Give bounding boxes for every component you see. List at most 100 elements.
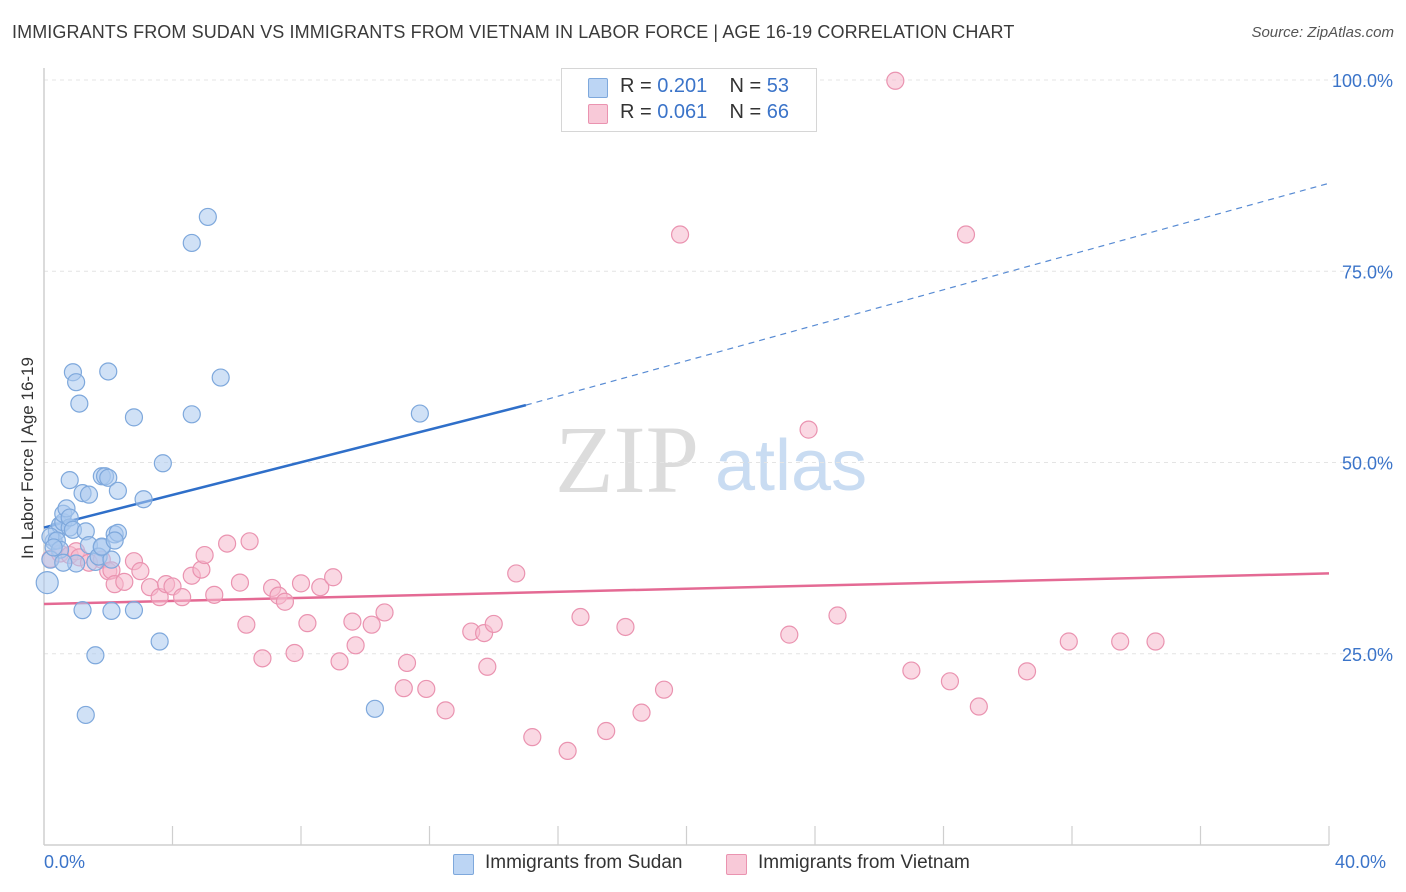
point-vietnam [523,728,542,747]
point-vietnam [285,643,304,663]
x-tick-label-max: 40.0% [1335,852,1387,872]
point-sudan [182,405,201,424]
point-vietnam [780,625,799,644]
point-vietnam [311,578,330,597]
point-vietnam [205,585,224,604]
point-sudan [365,699,384,718]
trend-line-sudan-projection [525,182,1330,406]
point-sudan [102,550,121,569]
point-vietnam [828,606,847,625]
trend-line-sudan [43,403,527,529]
source-label: Source: ZipAtlas.com [1251,24,1394,41]
point-sudan [105,531,124,550]
point-vietnam [397,653,417,673]
watermark-zip: ZIP [555,406,699,513]
point-sudan [79,485,99,504]
point-sudan [54,553,73,572]
point-vietnam [115,572,134,591]
point-vietnam [478,657,497,676]
watermark-atlas: atlas [715,426,867,506]
y-tick-label: 75.0% [1342,262,1393,282]
point-sudan [150,632,169,651]
point-vietnam [394,679,413,698]
point-sudan [124,408,144,427]
r-label: R = [620,75,652,97]
trend-lines [43,182,1330,606]
y-tick-label: 100.0% [1332,71,1393,91]
point-vietnam [632,703,651,722]
point-vietnam [940,672,960,691]
point-vietnam [1146,632,1165,651]
point-vietnam [558,741,577,761]
r-label: R = [620,101,652,123]
point-sudan [67,373,86,392]
y-tick-label: 25.0% [1342,645,1393,665]
legend-label-sudan: Immigrants from Sudan [485,852,683,873]
point-sudan [73,601,92,620]
point-vietnam [275,592,295,611]
y-tick-label: 50.0% [1342,454,1393,474]
point-vietnam [343,612,362,631]
point-vietnam [484,614,503,634]
axes [43,68,1330,846]
point-vietnam [253,649,272,668]
point-vietnam [173,588,192,607]
point-vietnam [240,532,259,551]
point-vietnam [375,603,394,622]
point-vietnam [616,617,635,637]
point-sudan [153,454,172,473]
point-sudan [102,601,121,621]
vietnam-r-value: 0.061 [657,101,708,123]
point-vietnam [654,680,674,699]
point-vietnam [362,615,381,634]
watermark: ZIP atlas [555,406,867,513]
stats-legend: R = 0.201 N = 53 R = 0.061 N = 66 [561,68,817,132]
point-sudan [35,571,59,595]
point-vietnam [218,534,237,553]
point-vietnam [195,545,214,565]
point-vietnam [1059,632,1078,651]
chart-title: IMMIGRANTS FROM SUDAN VS IMMIGRANTS FROM… [12,22,1015,42]
n-label: N = [729,101,762,123]
points-sudan [35,207,429,725]
point-vietnam [324,568,343,587]
point-vietnam [956,225,976,244]
point-sudan [134,490,153,509]
point-vietnam [902,661,921,680]
point-sudan [60,470,79,490]
point-vietnam [346,636,365,655]
point-vietnam [1111,632,1130,651]
point-vietnam [131,562,150,581]
y-tick-labels: 25.0% 50.0% 75.0% 100.0% [1332,71,1393,665]
n-label: N = [729,75,762,97]
point-sudan [44,538,63,557]
point-sudan [76,705,95,725]
legend-swatch-vietnam [726,854,747,875]
point-sudan [124,601,144,620]
point-sudan [198,207,217,227]
point-vietnam [597,721,616,741]
point-vietnam [507,564,526,583]
point-vietnam [330,652,349,671]
point-vietnam [417,679,436,699]
point-vietnam [237,615,256,634]
point-vietnam [799,420,818,439]
legend-label-vietnam: Immigrants from Vietnam [758,852,970,873]
point-sudan [99,468,118,487]
gridlines [44,79,1392,655]
point-sudan [70,394,89,413]
legend-swatch-vietnam [588,104,608,124]
sudan-r-value: 0.201 [657,75,708,97]
point-sudan [108,481,127,500]
point-vietnam [886,71,905,90]
point-vietnam [670,225,690,244]
point-vietnam [230,573,250,592]
point-vietnam [571,607,590,627]
point-sudan [99,362,118,381]
point-vietnam [1017,662,1037,681]
trend-line-vietnam [43,572,1330,606]
point-vietnam [291,574,311,593]
point-vietnam [298,614,317,633]
series-legend: Immigrants from Sudan Immigrants from Vi… [0,852,1406,878]
